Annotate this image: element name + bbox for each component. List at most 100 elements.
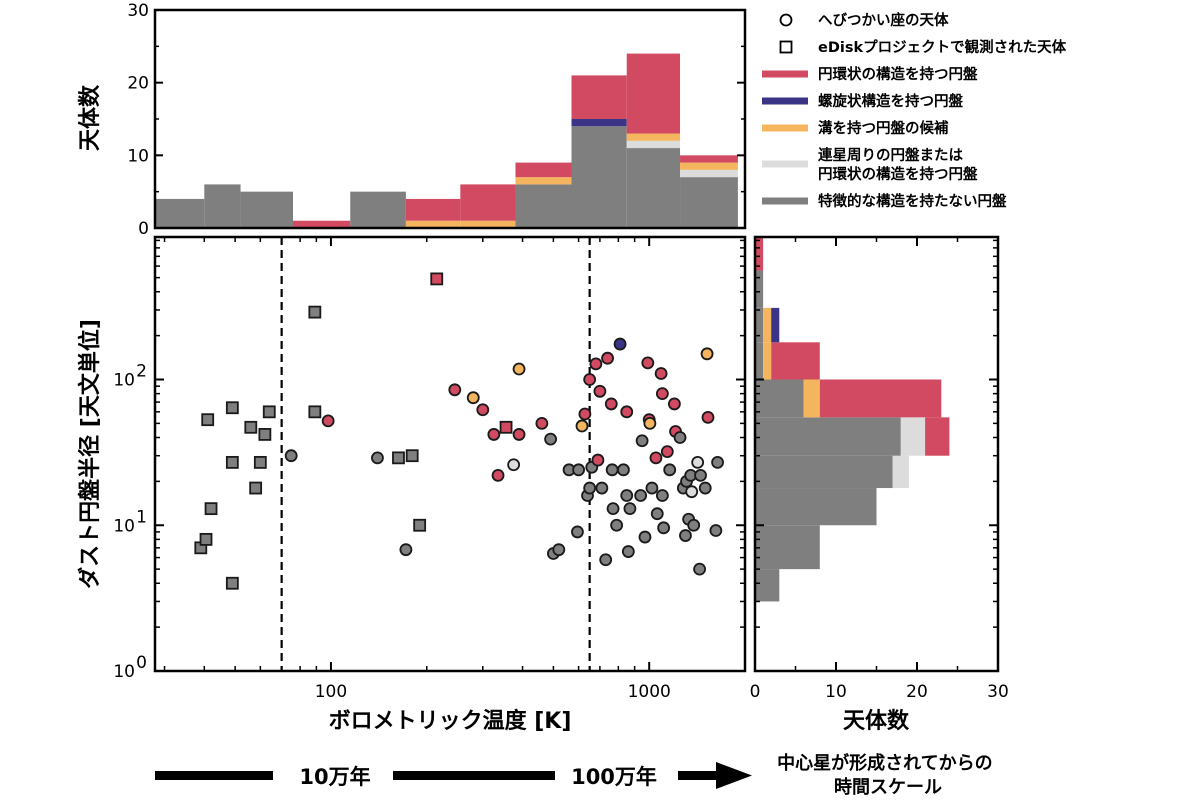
timeline-label-1: 10万年 — [299, 765, 370, 789]
data-point-square-none-6 — [225, 401, 239, 415]
data-point-circle-ring-43 — [583, 373, 597, 386]
right-bar-none-bin-8 — [755, 270, 764, 308]
top-bar-ring-bin-8 — [571, 75, 627, 119]
legend-item-square-label-1: eDiskプロジェクトで観測された天体 — [818, 38, 1067, 56]
top-bar-ring-bin-10 — [680, 155, 738, 163]
timeline-segment-2 — [393, 771, 555, 780]
right-bar-none-bin-4 — [755, 417, 901, 456]
data-point-square-none-2 — [201, 413, 215, 427]
top-y-tick-label-30: 30 — [127, 1, 149, 21]
data-point-circle-none-36 — [571, 525, 584, 539]
data-point-circle-ring-56 — [620, 405, 634, 419]
y-tick-label-100: 10 — [113, 371, 135, 391]
legend-item-spiral-label-1: 螺旋状構造を持つ円盤 — [818, 92, 963, 110]
data-point-circle-gap-89 — [700, 347, 714, 361]
data-point-circle-ring-63 — [641, 356, 655, 370]
right-bar-ring-bin-4 — [925, 417, 950, 456]
timeline-arrow: 10万年 100万年 中心星が形成されてからの 時間スケール — [155, 752, 993, 798]
right-bar-ring-bin-5 — [819, 379, 942, 418]
data-point-square-none-12 — [308, 405, 322, 419]
x-tick-label-1000: 1000 — [628, 682, 671, 702]
data-point-circle-none-77 — [673, 431, 687, 444]
data-point-circle-none-88 — [698, 481, 712, 495]
data-point-circle-ring-70 — [655, 387, 669, 401]
data-point-circle-ring-20 — [321, 414, 335, 428]
legend-swatch-spiral — [762, 97, 808, 105]
data-point-circle-none-74 — [663, 463, 677, 477]
right-bar-binary-bin-4 — [900, 417, 926, 456]
data-point-square-none-8 — [249, 481, 263, 495]
right-bar-spiral-bin-7 — [771, 307, 780, 343]
top-bar-none-bin-7 — [515, 184, 572, 228]
data-point-circle-gap-65 — [643, 416, 657, 430]
data-point-circle-none-91 — [709, 524, 723, 537]
top-y-tick-label-20: 20 — [127, 74, 149, 94]
legend-item-none-label-1: 特徴的な構造を持たない円盤 — [818, 192, 1007, 210]
y-axis-label: ダスト円盤半径 [天文単位] — [77, 319, 103, 589]
data-point-circle-none-87 — [694, 468, 707, 482]
top-y-tick-label-0: 0 — [138, 219, 149, 239]
top-bar-binary-bin-10 — [680, 169, 738, 178]
data-point-circle-ring-39 — [578, 407, 592, 421]
data-point-circle-ring-46 — [593, 384, 607, 398]
right-bar-ring-bin-9 — [755, 237, 764, 271]
data-point-square-ring-17 — [430, 272, 444, 286]
x-tick-label-100: 100 — [315, 682, 347, 702]
legend: へびつかい座の天体 eDiskプロジェクトで観測された天体円環状の構造を持つ円盤螺… — [762, 11, 1067, 210]
right-x-tick-label-0: 0 — [750, 682, 761, 702]
data-point-square-none-13 — [308, 305, 322, 319]
top-bar-gap-bin-9 — [626, 133, 681, 141]
data-point-circle-ring-49 — [601, 351, 614, 365]
data-point-circle-none-19 — [284, 449, 298, 463]
y-tick-label-exponent-100: 2 — [136, 362, 147, 382]
data-point-square-none-10 — [258, 428, 272, 441]
data-point-circle-ring-69 — [654, 367, 668, 380]
x-axis-label: ボロメトリック温度 [K] — [329, 708, 572, 734]
right-bar-none-bin-2 — [755, 488, 877, 526]
legend-swatch-gap — [762, 124, 808, 132]
data-point-circle-none-37 — [572, 463, 585, 477]
data-point-square-none-15 — [405, 449, 419, 463]
timeline-note-line-1: 中心星が形成されてからの — [777, 752, 992, 774]
data-point-circle-ring-90 — [701, 410, 715, 424]
data-point-circle-none-61 — [635, 434, 649, 448]
data-point-circle-gap-24 — [466, 391, 480, 405]
y-tick-label-10: 10 — [113, 516, 135, 536]
right-bar-gap-bin-7 — [763, 307, 772, 343]
right-bar-none-bin-1 — [755, 525, 820, 570]
top-bar-ring-bin-3 — [293, 220, 351, 228]
data-point-circle-none-92 — [711, 455, 724, 469]
data-point-circle-none-55 — [617, 463, 630, 477]
top-bar-gap-bin-5 — [405, 220, 461, 228]
data-point-circle-ring-31 — [535, 416, 549, 430]
evolution-stage-boundaries — [280, 237, 591, 671]
timeline-segment-1 — [155, 771, 273, 780]
data-point-square-none-14 — [392, 451, 405, 465]
right-bar-ring-bin-6 — [771, 342, 820, 380]
data-point-square-none-16 — [413, 518, 427, 532]
top-bar-ring-bin-9 — [626, 53, 681, 134]
data-point-circle-none-86 — [693, 562, 706, 576]
top-bar-none-bin-2 — [240, 191, 294, 228]
data-point-circle-none-51 — [605, 463, 619, 477]
main-scatter-frame — [153, 235, 747, 673]
data-point-circle-none-52 — [606, 502, 620, 516]
top-bar-none-bin-4 — [350, 191, 406, 228]
top-bar-gap-bin-7 — [515, 177, 572, 185]
right-bar-none-bin-3 — [755, 455, 893, 489]
legend-item-gap-label-1: 溝を持つ円盤の候補 — [818, 119, 949, 137]
data-point-square-none-11 — [262, 405, 276, 419]
top-y-tick-label-10: 10 — [127, 146, 149, 166]
data-point-square-none-7 — [244, 420, 258, 434]
data-point-circle-binary-85 — [691, 455, 705, 469]
data-point-square-none-5 — [225, 455, 239, 469]
data-point-circle-none-58 — [621, 545, 635, 558]
legend-marker-square — [779, 40, 793, 54]
y-tick-label-exponent-1: 0 — [136, 653, 147, 673]
data-point-circle-ring-75 — [667, 397, 681, 411]
data-point-circle-none-21 — [371, 451, 384, 465]
data-point-circle-none-59 — [623, 502, 637, 516]
legend-item-ring-label-1: 円環状の構造を持つ円盤 — [818, 65, 978, 83]
